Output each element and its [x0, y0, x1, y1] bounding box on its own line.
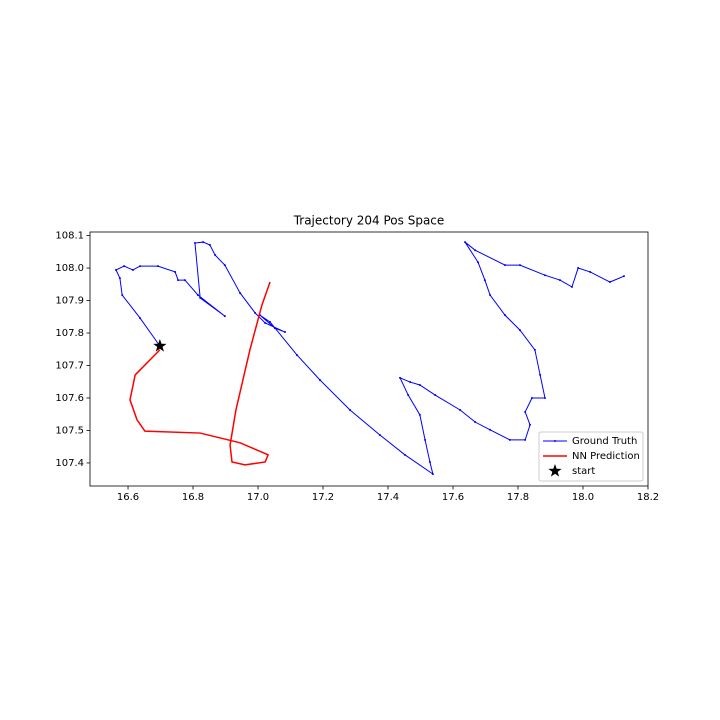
y-tick-label: 108.1 — [55, 231, 84, 242]
point — [296, 354, 299, 357]
point — [418, 383, 421, 386]
point — [283, 331, 286, 334]
point — [459, 408, 462, 411]
point — [208, 243, 211, 246]
point — [114, 269, 117, 272]
x-tick-label: 16.8 — [182, 492, 204, 503]
y-tick-label: 107.7 — [55, 360, 84, 371]
point — [183, 279, 186, 282]
point — [489, 428, 492, 431]
legend-label: NN Prediction — [572, 451, 640, 462]
y-tick-label: 107.4 — [55, 458, 84, 469]
y-tick-label: 107.9 — [55, 296, 84, 307]
x-tick-label: 17.6 — [442, 492, 464, 503]
point — [524, 410, 527, 413]
point — [418, 413, 421, 416]
x-tick-label: 18.2 — [637, 492, 659, 503]
point — [407, 394, 410, 397]
point — [464, 241, 467, 244]
point — [434, 394, 437, 397]
point — [483, 279, 486, 282]
point — [608, 281, 611, 284]
point — [524, 438, 527, 441]
point — [504, 314, 507, 317]
point — [403, 453, 406, 456]
legend-box — [538, 431, 644, 482]
point — [193, 242, 196, 245]
point — [539, 373, 542, 376]
point — [239, 292, 242, 295]
point — [577, 267, 580, 270]
y-tick-label: 107.6 — [55, 393, 84, 404]
point — [431, 472, 434, 475]
point — [273, 327, 276, 330]
point — [409, 381, 412, 384]
x-tick-label: 16.6 — [117, 492, 139, 503]
y-tick-label: 108.0 — [55, 263, 84, 274]
point — [174, 270, 177, 273]
legend-marker — [554, 440, 556, 442]
point — [570, 285, 573, 288]
point — [518, 329, 521, 332]
point — [558, 279, 561, 282]
point — [214, 254, 217, 257]
point — [543, 274, 546, 277]
point — [319, 379, 322, 382]
point — [504, 264, 507, 267]
point — [533, 348, 536, 351]
point — [223, 315, 226, 318]
chart-title: Trajectory 204 Pos Space — [293, 214, 445, 228]
point — [123, 265, 126, 268]
x-tick-label: 17.4 — [377, 492, 399, 503]
axes-frame — [89, 231, 649, 487]
point — [139, 265, 142, 268]
y-tick-label: 107.8 — [55, 328, 84, 339]
series-line — [115, 241, 625, 476]
x-tick-label: 17.0 — [247, 492, 269, 503]
x-tick-label: 17.2 — [312, 492, 334, 503]
point — [348, 408, 351, 411]
point — [254, 311, 257, 314]
x-tick-label: 17.8 — [507, 492, 529, 503]
point — [428, 460, 431, 463]
point — [177, 279, 180, 282]
y-tick-label: 107.5 — [55, 425, 84, 436]
point — [529, 423, 532, 426]
point — [264, 321, 267, 324]
point — [196, 294, 199, 297]
point — [199, 296, 202, 299]
point — [622, 275, 625, 278]
point — [543, 396, 546, 399]
point — [202, 241, 205, 244]
point — [530, 396, 533, 399]
legend-marker — [548, 464, 562, 477]
point — [424, 438, 427, 441]
legend-label: Ground Truth — [572, 436, 637, 447]
point — [489, 294, 492, 297]
point — [121, 294, 124, 297]
point — [518, 264, 521, 267]
point — [474, 421, 477, 424]
start-marker — [153, 339, 167, 352]
point — [378, 434, 381, 437]
point — [269, 320, 272, 323]
point — [223, 264, 226, 267]
point — [139, 317, 142, 320]
series-line — [129, 281, 271, 466]
x-tick-label: 18.0 — [572, 492, 594, 503]
point — [589, 270, 592, 273]
point — [131, 269, 134, 272]
point — [118, 277, 121, 280]
point — [474, 249, 477, 252]
point — [477, 261, 480, 264]
legend-label: start — [572, 466, 595, 477]
point — [399, 376, 402, 379]
point — [508, 438, 511, 441]
point — [156, 265, 159, 268]
